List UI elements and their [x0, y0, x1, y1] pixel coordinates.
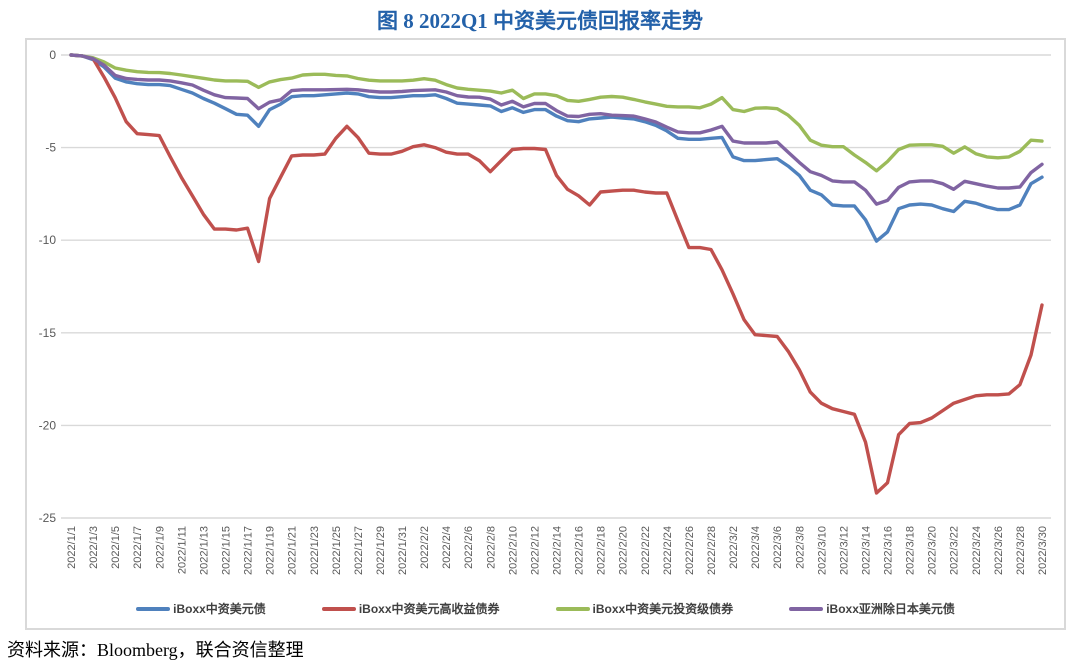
x-axis-label: 2022/3/4 [750, 526, 762, 569]
x-axis-label: 2022/3/26 [993, 526, 1005, 575]
x-axis-label: 2022/2/22 [640, 526, 652, 575]
x-axis-label: 2022/1/9 [154, 526, 166, 569]
x-axis-label: 2022/2/2 [419, 526, 431, 569]
y-axis-label: -20 [39, 418, 57, 432]
x-axis-label: 2022/2/20 [618, 526, 630, 575]
y-axis-label: -10 [39, 233, 57, 247]
y-axis-label: -15 [39, 326, 57, 340]
x-axis-label: 2022/1/27 [353, 526, 365, 575]
legend-line-swatch [136, 606, 171, 611]
y-axis-label: -25 [39, 511, 57, 525]
x-axis-label: 2022/1/1 [66, 526, 78, 569]
x-axis-label: 2022/1/31 [397, 526, 409, 575]
x-axis-label: 2022/3/20 [927, 526, 939, 575]
legend-label: iBoxx中资美元债 [173, 602, 266, 616]
x-axis-label: 2022/3/22 [949, 526, 961, 575]
legend-item-2[interactable]: iBoxx中资美元投资级债券 [555, 600, 734, 617]
series-line-2 [69, 53, 1044, 173]
x-axis-label: 2022/3/8 [794, 526, 806, 569]
legend-line-swatch [555, 606, 590, 611]
x-axis-label: 2022/3/14 [860, 526, 872, 575]
x-axis-label: 2022/1/25 [331, 526, 343, 575]
legend-item-1[interactable]: iBoxx中资美元高收益债券 [321, 600, 500, 617]
x-axis-label: 2022/2/18 [596, 526, 608, 575]
legend: iBoxx中资美元债 iBoxx中资美元高收益债券 iBoxx中资美元投资级债券 iB… [27, 600, 1064, 617]
x-axis-label: 2022/1/11 [176, 526, 188, 574]
legend-item-0[interactable]: iBoxx中资美元债 [136, 600, 266, 617]
chart-title: 图 8 2022Q1 中资美元债回报率走势 [376, 9, 704, 33]
y-axis-label: -5 [45, 141, 56, 155]
x-axis-label: 2022/3/30 [1037, 526, 1049, 575]
legend-label: iBoxx中资美元投资级债券 [592, 602, 734, 616]
x-axis-label: 2022/3/16 [883, 526, 895, 575]
x-axis-label: 2022/2/6 [463, 526, 475, 569]
x-axis-label: 2022/2/10 [507, 526, 519, 575]
x-axis-label: 2022/1/13 [198, 526, 210, 575]
x-axis-label: 2022/3/10 [816, 526, 828, 575]
x-axis-label: 2022/2/4 [441, 526, 453, 569]
legend-line-swatch [321, 606, 356, 611]
x-axis-label: 2022/1/19 [265, 526, 277, 575]
y-axis-label: 0 [49, 48, 56, 62]
chart-svg: 0 -5 -10 -15 -20 -25 2022/1/1 2022/1/3 2022/1/5 2… [39, 48, 1051, 575]
x-axis-label: 2022/2/16 [574, 526, 586, 575]
x-axis-label: 2022/2/26 [684, 526, 696, 575]
x-axis-label: 2022/3/2 [728, 526, 740, 569]
x-axis-label: 2022/1/17 [243, 526, 255, 575]
x-axis-label: 2022/3/28 [1015, 526, 1027, 575]
chart-area: 0 -5 -10 -15 -20 -25 2022/1/1 2022/1/3 2022/1/5 2… [25, 38, 1066, 630]
x-axis-label: 2022/3/24 [971, 526, 983, 575]
source-note: 资料来源：Bloomberg，联合资信整理 [7, 640, 304, 660]
x-axis-label: 2022/1/3 [88, 526, 100, 569]
x-axis-label: 2022/2/12 [529, 526, 541, 575]
x-axis-label: 2022/2/8 [485, 526, 497, 569]
legend-label: iBoxx中资美元高收益债券 [358, 602, 500, 616]
x-axis-label: 2022/3/12 [838, 526, 850, 575]
x-axis-label: 2022/3/6 [772, 526, 784, 569]
x-axis-label: 2022/3/18 [905, 526, 917, 575]
series-line-3 [69, 53, 1044, 206]
legend-label: iBoxx亚洲除日本美元债 [826, 602, 955, 616]
legend-item-3[interactable]: iBoxx亚洲除日本美元债 [789, 600, 955, 617]
x-axis-label: 2022/2/14 [552, 526, 564, 575]
x-axis-label: 2022/1/5 [110, 526, 122, 569]
x-axis-label: 2022/2/24 [662, 526, 674, 575]
x-axis-label: 2022/2/28 [706, 526, 718, 575]
series-line-0 [69, 53, 1044, 243]
legend-line-swatch [789, 606, 824, 611]
x-axis-label: 2022/1/29 [375, 526, 387, 575]
x-axis-label: 2022/1/21 [287, 526, 299, 575]
x-axis-label: 2022/1/7 [132, 526, 144, 569]
x-axis-label: 2022/1/15 [220, 526, 232, 575]
x-axis-label: 2022/1/23 [309, 526, 321, 575]
series-line-1 [69, 53, 1044, 495]
